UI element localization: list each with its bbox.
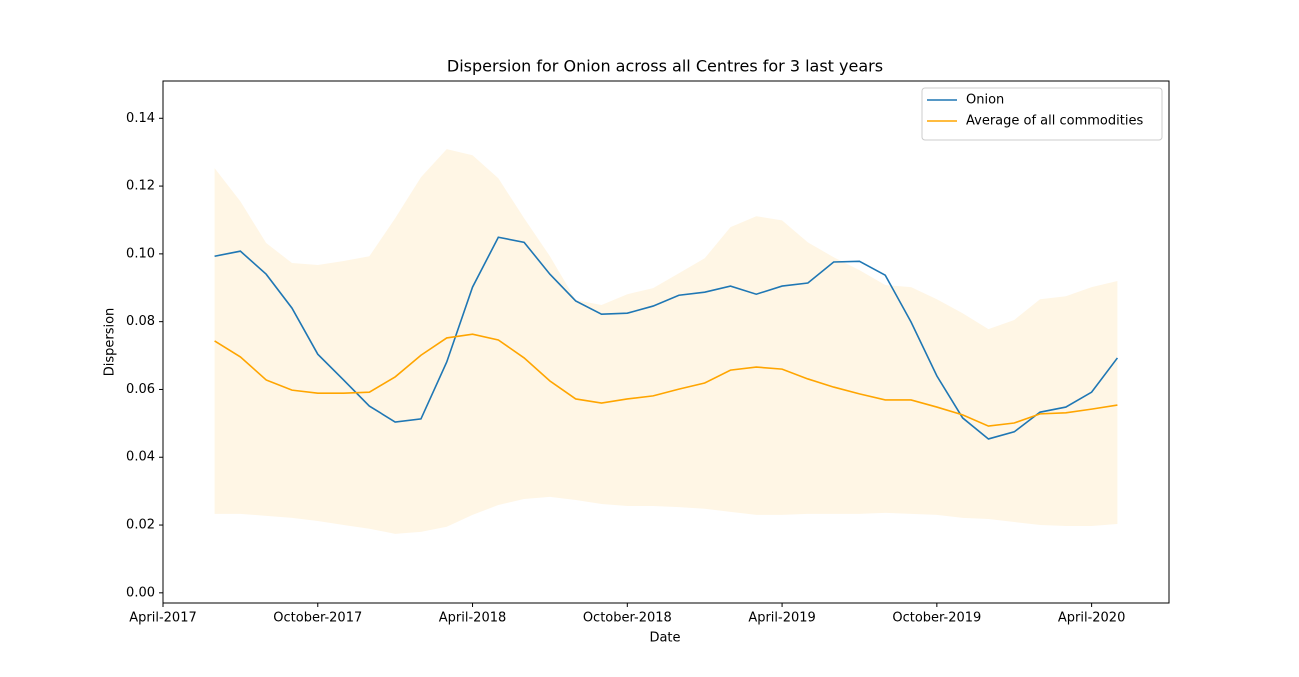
y-tick-label: 0.12 — [126, 179, 155, 194]
y-tick-label: 0.10 — [126, 246, 155, 261]
y-tick-label: 0.04 — [126, 450, 155, 465]
y-axis-label: Dispersion — [103, 308, 118, 377]
legend-label: Average of all commodities — [966, 114, 1143, 129]
x-axis-label: Date — [649, 631, 680, 646]
legend-label: Onion — [966, 93, 1004, 108]
x-tick-label: October-2018 — [583, 611, 672, 626]
x-tick-label: April-2020 — [1058, 611, 1126, 626]
y-tick-label: 0.14 — [126, 111, 155, 126]
x-tick-label: April-2017 — [129, 611, 197, 626]
x-tick-label: April-2018 — [439, 611, 507, 626]
y-tick-label: 0.08 — [126, 314, 155, 329]
x-tick-label: April-2019 — [748, 611, 816, 626]
x-tick-label: October-2019 — [892, 611, 981, 626]
x-tick-label: October-2017 — [273, 611, 362, 626]
band — [214, 149, 1118, 534]
series-line — [214, 236, 1119, 440]
legend-box — [921, 87, 1163, 141]
y-tick-label: 0.00 — [126, 585, 155, 600]
y-tick-label: 0.06 — [126, 382, 155, 397]
series-line — [214, 333, 1118, 427]
plot-frame — [162, 80, 1170, 604]
chart-title: Dispersion for Onion across all Centres … — [447, 57, 883, 76]
y-tick-label: 0.02 — [126, 518, 155, 533]
